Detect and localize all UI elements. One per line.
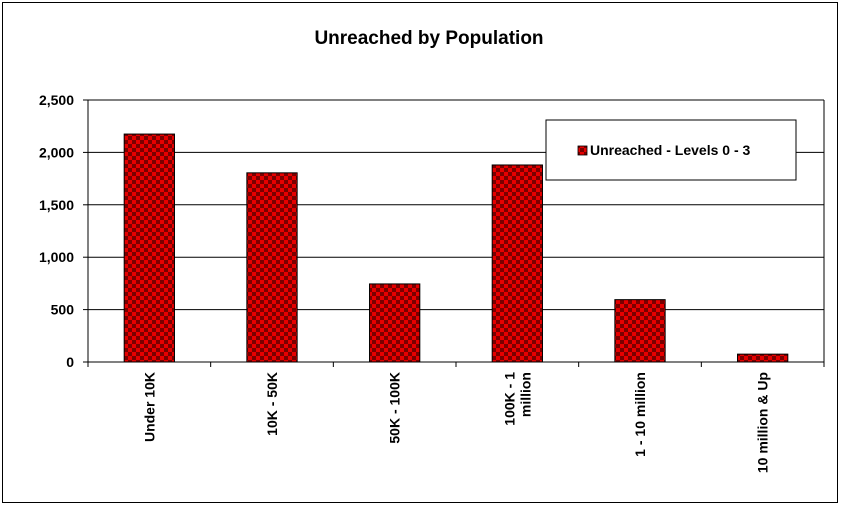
legend-swatch: [577, 145, 588, 156]
bar: [737, 353, 789, 363]
bar: [123, 133, 175, 363]
y-tick-label: 2,000: [39, 144, 74, 160]
bar: [246, 172, 298, 363]
x-tick-label: million: [517, 372, 533, 417]
y-tick-label: 2,500: [39, 92, 74, 108]
legend: Unreached - Levels 0 - 3: [545, 119, 797, 181]
chart-title: Unreached by Population: [314, 28, 543, 49]
bar: [491, 164, 543, 363]
bar: [369, 283, 421, 363]
x-tick-label: 1 - 10 million: [632, 372, 648, 457]
legend-box: [545, 119, 797, 181]
bar: [614, 299, 666, 363]
x-tick-label: 100K - 1: [501, 372, 517, 426]
y-tick-label: 1,500: [39, 197, 74, 213]
y-tick-label: 500: [51, 302, 75, 318]
legend-label: Unreached - Levels 0 - 3: [590, 142, 751, 158]
x-tick-label: 10K - 50K: [264, 372, 280, 436]
axis-layer: 0 500 1,000 1,500 2,000 2,500 Under 10K 10K - 5…: [39, 92, 825, 473]
y-tick-label: 1,000: [39, 249, 74, 265]
x-tick-label: Under 10K: [141, 372, 157, 442]
bar-layer: [123, 133, 789, 363]
x-tick-label: 10 million & Up: [755, 372, 771, 473]
x-tick-label: 50K - 100K: [387, 372, 403, 444]
grid-layer: [88, 99, 824, 311]
y-tick-label: 0: [66, 354, 74, 370]
